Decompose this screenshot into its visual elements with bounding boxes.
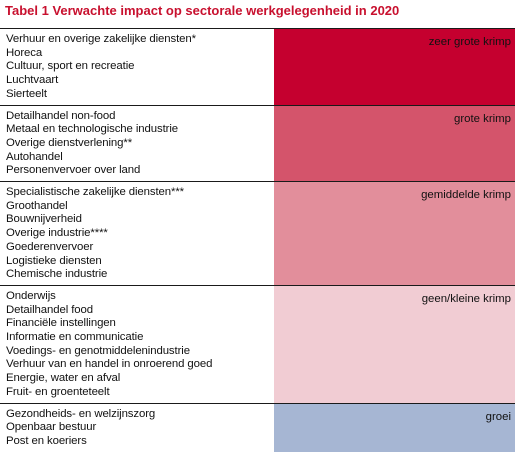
- sector-name: Fruit- en groenteteelt: [6, 385, 110, 398]
- sector-list: Onderwijs Detailhandel food Financiële ins…: [0, 286, 273, 403]
- sector-name: Overige industrie****: [6, 227, 108, 240]
- sector-name: Verhuur en overige zakelijke diensten*: [6, 33, 196, 45]
- document-page: Tabel 1 Verwachte impact op sectorale we…: [0, 3, 515, 452]
- impact-group-row: Specialistische zakelijke diensten*** Gro…: [0, 182, 515, 286]
- sector-name: Detailhandel non-food: [6, 109, 116, 122]
- sector-name: Metaal en technologische industrie: [6, 123, 178, 136]
- impact-cell: gemiddelde krimp: [274, 182, 515, 285]
- sector-list: Gezondheids- en welzijnszorg Openbaar bes…: [0, 404, 273, 452]
- impact-cell: groei: [274, 403, 515, 452]
- impact-label: zeer grote krimp: [428, 36, 511, 48]
- sector-list: Specialistische zakelijke diensten*** Gro…: [0, 182, 273, 285]
- sector-name: Goederenvervoer: [6, 240, 94, 253]
- impact-cell: grote krimp: [274, 105, 515, 182]
- impact-group-row: Detailhandel non-food Metaal en technolog…: [0, 105, 515, 183]
- impact-cell: zeer grote krimp: [274, 29, 515, 105]
- impact-cell: geen/kleine krimp: [274, 285, 515, 403]
- impact-label: geen/kleine krimp: [421, 292, 511, 305]
- sector-name: Gezondheids- en welzijnszorg: [6, 407, 156, 420]
- sector-name: Verhuur van en handel in onroerend goed: [6, 358, 213, 371]
- sector-name: Onderwijs: [6, 289, 56, 302]
- sector-name: Energie, water en afval: [6, 372, 121, 385]
- sector-name: Horeca: [6, 46, 43, 59]
- sector-name: Openbaar bestuur: [6, 421, 97, 434]
- impact-label: grote krimp: [454, 112, 511, 125]
- sector-name: Specialistische zakelijke diensten***: [6, 186, 185, 199]
- sector-name: Personenvervoer over land: [6, 164, 141, 177]
- impact-label: gemiddelde krimp: [421, 189, 511, 202]
- sector-list: Detailhandel non-food Metaal en technolog…: [0, 106, 273, 182]
- sector-name: Post en koeriers: [6, 434, 87, 447]
- sector-name: Bouwnijverheid: [6, 213, 82, 226]
- impact-table: Verhuur en overige zakelijke diensten* Ho…: [0, 28, 515, 452]
- sector-name: Informatie en communicatie: [6, 331, 144, 344]
- sector-list: Verhuur en overige zakelijke diensten* Ho…: [0, 29, 273, 105]
- impact-group-row: Verhuur en overige zakelijke diensten* Ho…: [0, 28, 515, 106]
- impact-group-row: Onderwijs Detailhandel food Financiële ins…: [0, 285, 515, 404]
- impact-group-row: Gezondheids- en welzijnszorg Openbaar bes…: [0, 403, 515, 452]
- sector-name: Chemische industrie: [6, 268, 108, 281]
- sector-name: Groothandel: [6, 199, 68, 212]
- sector-name: Cultuur, sport en recreatie: [6, 60, 135, 73]
- impact-label: groei: [485, 410, 511, 423]
- sector-name: Voedings- en genotmiddelenindustrie: [6, 344, 190, 357]
- sector-name: Overige dienstverlening**: [6, 136, 133, 149]
- sector-name: Luchtvaart: [6, 74, 59, 87]
- sector-name: Detailhandel food: [6, 303, 93, 316]
- sector-name: Autohandel: [6, 150, 63, 163]
- sector-name: Sierteelt: [6, 87, 47, 100]
- sector-name: Financiële instellingen: [6, 317, 116, 330]
- sector-name: Logistieke diensten: [6, 254, 102, 267]
- table-title: Tabel 1 Verwachte impact op sectorale we…: [5, 3, 400, 18]
